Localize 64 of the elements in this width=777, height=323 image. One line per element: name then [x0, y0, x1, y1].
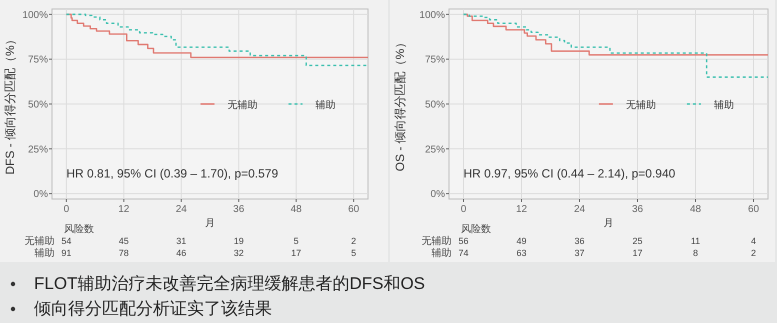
- legend-label: 辅助: [316, 99, 336, 111]
- x-tick-label: 24: [574, 204, 586, 215]
- text: 36: [574, 236, 585, 246]
- text: 4: [750, 236, 756, 246]
- text: 倾向得分匹配分析证实了该结果: [34, 299, 272, 318]
- x-axis-title: 月: [604, 218, 614, 229]
- text: 风险数: [461, 223, 492, 235]
- text: 19: [234, 236, 244, 246]
- y-tick-label: 25%: [424, 144, 446, 156]
- text: 63: [516, 248, 527, 258]
- x-tick-label: 60: [748, 204, 760, 215]
- text: 25: [632, 236, 643, 246]
- annotation: HR 0.97, 95% CI (0.44 – 2.14), p=0.940: [464, 166, 676, 180]
- legend-label: 辅助: [714, 99, 734, 111]
- y-tick-label: 100%: [419, 10, 446, 21]
- x-tick-label: 48: [690, 204, 702, 215]
- y-tick-label: 75%: [28, 54, 48, 66]
- legend-label: 无辅助: [626, 99, 656, 111]
- text: 辅助: [34, 247, 54, 259]
- text: 风险数: [64, 223, 94, 235]
- text: 无辅助: [24, 235, 54, 247]
- text: 78: [118, 248, 129, 258]
- text: FLOT辅助治疗未改善完全病理缓解患者的DFS和OS: [34, 274, 426, 293]
- y-axis-title: DFS - 倾向得分匹配（%）: [3, 33, 17, 175]
- y-tick-label: 0%: [34, 189, 48, 200]
- y-tick-label: 50%: [424, 100, 446, 110]
- y-tick-label: 75%: [424, 54, 446, 66]
- text: 46: [176, 248, 186, 258]
- y-tick-label: 0%: [430, 189, 446, 200]
- text: 5: [351, 248, 356, 258]
- x-tick-label: 60: [348, 204, 360, 215]
- x-tick-label: 0: [64, 204, 70, 215]
- text: 5: [294, 236, 299, 246]
- text: 74: [458, 248, 469, 258]
- text: 32: [234, 248, 244, 258]
- y-tick-label: 100%: [22, 10, 48, 21]
- x-tick-label: 48: [290, 204, 302, 215]
- text: 56: [458, 236, 469, 246]
- x-axis-title: 月: [205, 218, 215, 229]
- text: 17: [291, 248, 302, 258]
- text: 8: [692, 248, 698, 258]
- y-tick-label: 25%: [28, 144, 48, 156]
- x-tick-label: 24: [176, 204, 188, 215]
- text: 无辅助: [421, 235, 452, 247]
- text: 91: [61, 248, 72, 258]
- y-tick-label: 50%: [28, 100, 48, 110]
- text: 49: [516, 236, 527, 246]
- text: 45: [118, 236, 129, 246]
- text: 2: [351, 236, 356, 246]
- x-tick-label: 12: [516, 204, 528, 215]
- y-axis-title: OS - 倾向得分匹配（%）: [393, 36, 407, 172]
- x-tick-label: 36: [233, 204, 245, 215]
- legend-label: 无辅助: [228, 99, 258, 111]
- x-tick-label: 0: [460, 204, 467, 215]
- text: 37: [574, 248, 585, 258]
- text: 17: [632, 248, 643, 258]
- text: 11: [690, 236, 700, 246]
- text: 31: [176, 236, 186, 246]
- x-tick-label: 12: [118, 204, 130, 215]
- x-tick-label: 36: [632, 204, 644, 215]
- text: 辅助: [431, 247, 452, 259]
- annotation: HR 0.81, 95% CI (0.39 – 1.70), p=0.579: [66, 166, 278, 180]
- text: 54: [61, 236, 72, 246]
- text: 2: [750, 248, 756, 258]
